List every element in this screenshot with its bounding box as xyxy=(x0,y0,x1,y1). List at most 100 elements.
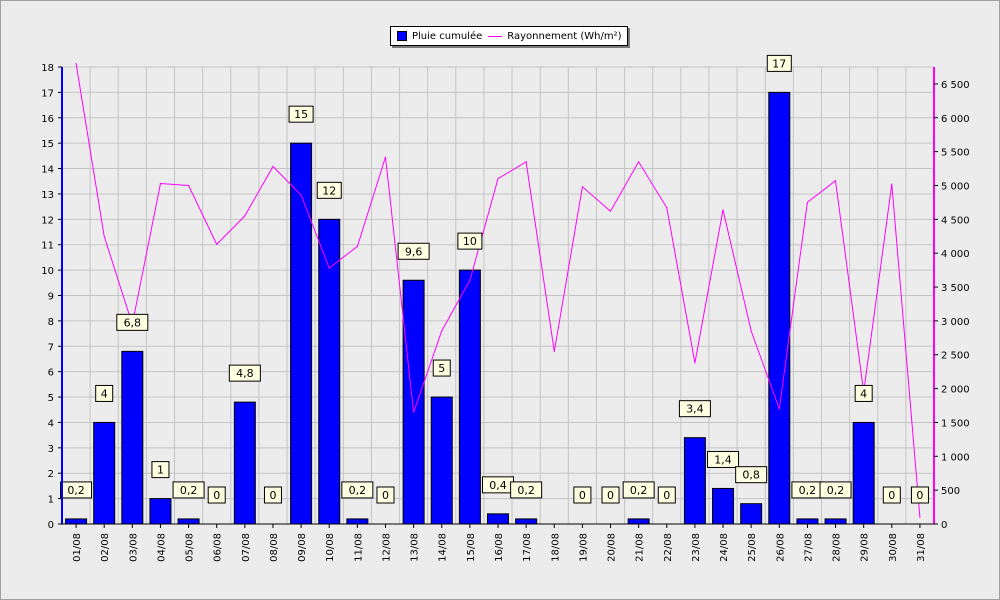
data-label-box xyxy=(910,486,929,504)
bar xyxy=(233,401,256,525)
data-label: 0 xyxy=(213,489,220,502)
right-tick-label: 5 000 xyxy=(941,181,970,192)
data-label: 0,2 xyxy=(799,484,817,497)
x-tick-label: 13/08 xyxy=(410,533,421,562)
bar xyxy=(515,518,538,525)
right-tick-label: 6 000 xyxy=(941,114,970,125)
radiation-point xyxy=(891,183,893,185)
bar xyxy=(683,437,706,525)
data-label-box xyxy=(228,364,261,382)
left-tick-label: 16 xyxy=(41,114,54,125)
x-tick-label: 18/08 xyxy=(550,533,561,562)
radiation-point xyxy=(778,408,780,410)
x-tick-label: 26/08 xyxy=(775,533,786,562)
x-tick-label: 15/08 xyxy=(466,533,477,562)
right-tick-label: 6 500 xyxy=(941,80,970,91)
data-label-box xyxy=(316,181,342,199)
right-tick-label: 2 000 xyxy=(941,385,970,396)
radiation-point xyxy=(666,207,668,209)
x-tick-label: 23/08 xyxy=(691,533,702,562)
bar xyxy=(712,487,735,525)
data-label-box xyxy=(601,486,620,504)
x-tick-label: 31/08 xyxy=(916,533,927,562)
data-label: 4,8 xyxy=(236,367,254,380)
x-tick-label: 29/08 xyxy=(860,533,871,562)
left-tick-label: 4 xyxy=(48,418,54,429)
x-tick-label: 08/08 xyxy=(269,533,280,562)
x-tick-label: 06/08 xyxy=(213,533,224,562)
radiation-point xyxy=(638,161,640,163)
x-tick-label: 02/08 xyxy=(100,533,111,562)
data-label: 0,4 xyxy=(489,479,507,492)
data-label: 17 xyxy=(772,57,786,70)
data-label: 3,4 xyxy=(686,403,704,416)
data-label: 0,2 xyxy=(349,484,367,497)
radiation-point xyxy=(441,330,443,332)
right-tick-label: 4 000 xyxy=(941,249,970,260)
right-tick-label: 2 500 xyxy=(941,351,970,362)
data-label-box xyxy=(60,481,93,499)
data-label: 0,2 xyxy=(827,484,845,497)
data-label-box xyxy=(622,481,655,499)
x-tick-label: 24/08 xyxy=(719,533,730,562)
x-tick-label: 10/08 xyxy=(325,533,336,562)
data-label: 6,8 xyxy=(124,316,142,329)
x-tick-label: 21/08 xyxy=(635,533,646,562)
data-label: 0 xyxy=(663,489,670,502)
bar xyxy=(487,513,509,525)
radiation-point xyxy=(553,350,555,352)
data-label-box xyxy=(172,481,205,499)
left-tick-label: 7 xyxy=(48,342,54,353)
data-label-box xyxy=(207,486,226,504)
legend-label-radiation: Rayonnement (Wh/m²) xyxy=(507,30,622,42)
data-label-box xyxy=(819,481,852,499)
left-tick-label: 15 xyxy=(41,139,54,150)
data-label-box xyxy=(432,359,451,377)
x-tick-label: 27/08 xyxy=(803,533,814,562)
data-label: 5 xyxy=(438,362,445,375)
x-tick-label: 19/08 xyxy=(578,533,589,562)
legend-label-rain: Pluie cumulée xyxy=(412,30,483,42)
data-label-box xyxy=(457,232,483,250)
data-label-box xyxy=(882,486,901,504)
data-label: 0,2 xyxy=(67,484,85,497)
legend-swatch-rain xyxy=(397,31,407,41)
data-label: 0 xyxy=(579,489,586,502)
bar xyxy=(852,421,875,525)
data-label-box xyxy=(735,466,768,484)
radiation-point xyxy=(187,184,190,187)
data-label: 0 xyxy=(607,489,614,502)
x-tick-label: 17/08 xyxy=(522,533,533,562)
radiation-point xyxy=(806,201,809,204)
bar xyxy=(318,218,341,525)
bar xyxy=(346,518,369,525)
radiation-point xyxy=(722,209,724,211)
data-label-box xyxy=(854,384,873,402)
x-tick-label: 25/08 xyxy=(747,533,758,562)
bar xyxy=(402,279,425,525)
left-tick-label: 14 xyxy=(41,165,54,176)
x-tick-label: 05/08 xyxy=(185,533,196,562)
right-tick-label: 500 xyxy=(941,486,960,497)
x-tick-label: 07/08 xyxy=(241,533,252,562)
left-tick-label: 6 xyxy=(48,368,54,379)
x-tick-label: 04/08 xyxy=(156,533,167,562)
radiation-point xyxy=(356,245,358,248)
bar xyxy=(290,142,313,525)
data-label: 12 xyxy=(322,184,336,197)
radiation-point xyxy=(300,194,302,196)
left-tick-label: 8 xyxy=(48,317,54,328)
right-tick-label: 3 000 xyxy=(941,317,970,328)
bar xyxy=(768,91,791,525)
radiation-point xyxy=(919,516,921,518)
data-label: 0 xyxy=(916,489,923,502)
x-tick-label: 11/08 xyxy=(353,533,364,562)
data-label-box xyxy=(95,384,114,402)
x-tick-label: 28/08 xyxy=(832,533,843,562)
left-tick-label: 13 xyxy=(41,190,54,201)
radiation-point xyxy=(413,411,415,413)
radiation-point xyxy=(694,362,696,364)
data-label: 4 xyxy=(860,387,867,400)
data-label: 0,2 xyxy=(517,484,535,497)
radiation-point xyxy=(384,156,387,158)
